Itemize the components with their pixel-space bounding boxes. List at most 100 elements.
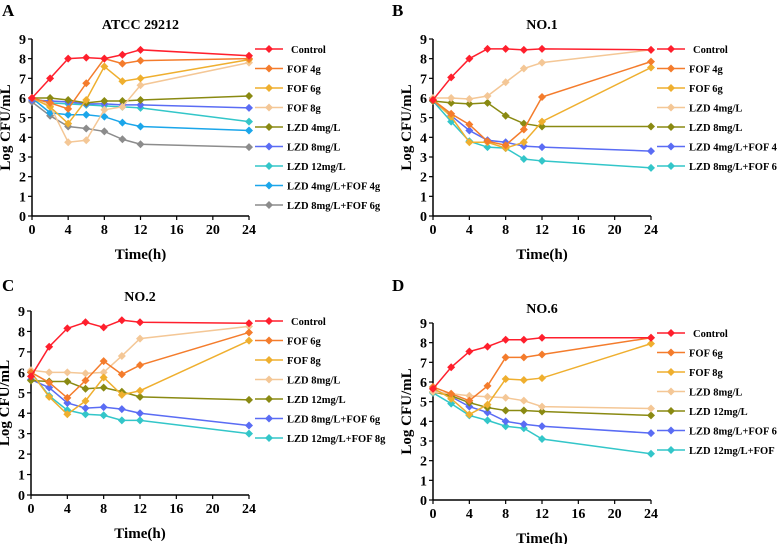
legend-item: LZD 8mg/L [657, 387, 742, 399]
legend-item: Control [657, 45, 728, 56]
data-point [538, 143, 546, 152]
series-fof-6g [429, 333, 655, 405]
data-point [519, 420, 528, 429]
data-point [82, 124, 91, 133]
data-point [118, 135, 127, 144]
legend-item: LZD 4mg/L+FOF 4g [657, 142, 777, 154]
legend-marker [265, 434, 273, 442]
y-tick-label: 9 [19, 33, 26, 48]
legend-label: Control [693, 329, 728, 340]
data-point [118, 77, 127, 86]
y-tick-label: 5 [420, 396, 427, 411]
x-tick-label: 4 [64, 502, 71, 517]
data-point [99, 357, 108, 366]
data-point [538, 93, 546, 102]
data-point [99, 411, 108, 420]
legend-label: FOF 6g [287, 84, 321, 95]
data-point [136, 318, 144, 327]
data-point [100, 105, 109, 114]
x-tick-label: 24 [644, 223, 658, 238]
data-point [45, 383, 54, 392]
data-point [245, 126, 253, 135]
legend-item: LZD 8mg/L+FOF 6g [657, 426, 777, 438]
data-point [28, 94, 36, 102]
data-point [538, 402, 546, 411]
y-tick-label: 1 [420, 474, 427, 489]
y-tick-label: 2 [18, 448, 25, 463]
data-point [99, 323, 108, 332]
data-point [483, 92, 492, 101]
data-point [100, 62, 109, 71]
y-tick-label: 7 [420, 72, 427, 87]
y-axis-label: Log CFU/mL [399, 368, 415, 454]
data-point [465, 54, 474, 63]
y-tick-label: 6 [420, 376, 427, 391]
data-point [63, 399, 72, 407]
data-point [64, 138, 73, 147]
x-tick-label: 12 [133, 502, 147, 517]
x-tick-label: 12 [535, 507, 549, 522]
data-point [136, 140, 145, 149]
legend-marker [265, 414, 273, 423]
data-point [647, 449, 655, 458]
legend-marker [667, 64, 675, 73]
data-point [27, 376, 35, 385]
data-point [136, 74, 145, 83]
data-point [647, 411, 655, 420]
legend-item: FOF 6g [255, 336, 321, 348]
data-point [501, 422, 510, 431]
data-point [136, 100, 145, 109]
data-point [245, 395, 253, 404]
legend-label: FOF 6g [287, 337, 321, 348]
data-point [45, 392, 54, 401]
y-tick-label: 8 [420, 53, 427, 68]
data-point [538, 156, 546, 165]
data-point [245, 143, 253, 152]
legend-item: LZD 8mg/L+FOF 6g [255, 201, 381, 212]
data-point [429, 384, 437, 393]
legend-marker [265, 375, 273, 384]
legend-label: LZD 12mg/L [287, 162, 346, 173]
legend-marker [265, 356, 273, 364]
data-point [118, 50, 127, 59]
legend-label: LZD 8mg/L [287, 376, 340, 387]
data-point [81, 376, 90, 385]
legend-label: LZD 4mg/L+FOF 4g [287, 182, 381, 193]
legend-marker [265, 201, 273, 209]
y-tick-label: 1 [420, 190, 427, 205]
data-point [117, 351, 126, 360]
data-point [64, 54, 73, 63]
y-tick-label: 3 [18, 428, 25, 443]
data-point [118, 102, 127, 111]
legend-label: FOF 8g [287, 104, 321, 115]
data-point [117, 416, 126, 425]
y-tick-label: 1 [18, 469, 25, 484]
data-point [519, 335, 528, 344]
y-tick-label: 5 [18, 387, 25, 402]
legend-item: LZD 12mg/L+FOF 8g [255, 434, 386, 445]
y-tick-label: 2 [420, 455, 427, 470]
x-tick-label: 24 [242, 502, 256, 517]
x-tick-label: 4 [65, 223, 72, 238]
series-lzd-12mg-l [27, 376, 253, 404]
y-tick-label: 3 [420, 435, 427, 450]
data-point [483, 416, 492, 425]
data-point [245, 92, 253, 101]
data-point [519, 396, 528, 405]
y-tick-label: 6 [18, 366, 25, 381]
chart-title: NO.2 [124, 290, 156, 305]
data-point [447, 394, 456, 403]
data-point [27, 372, 35, 381]
chart-title: NO.1 [526, 18, 558, 33]
legend-item: LZD 8mg/L+FOF 6g [255, 414, 381, 426]
legend-marker [667, 407, 675, 415]
data-point [447, 399, 456, 408]
series-line [432, 337, 652, 402]
legend-label: FOF 6g [689, 84, 723, 95]
y-tick-label: 4 [420, 131, 427, 146]
y-tick-label: 9 [18, 305, 25, 320]
legend-label: LZD 8mg/L+FOF 6g [287, 201, 381, 212]
data-point [465, 391, 474, 400]
